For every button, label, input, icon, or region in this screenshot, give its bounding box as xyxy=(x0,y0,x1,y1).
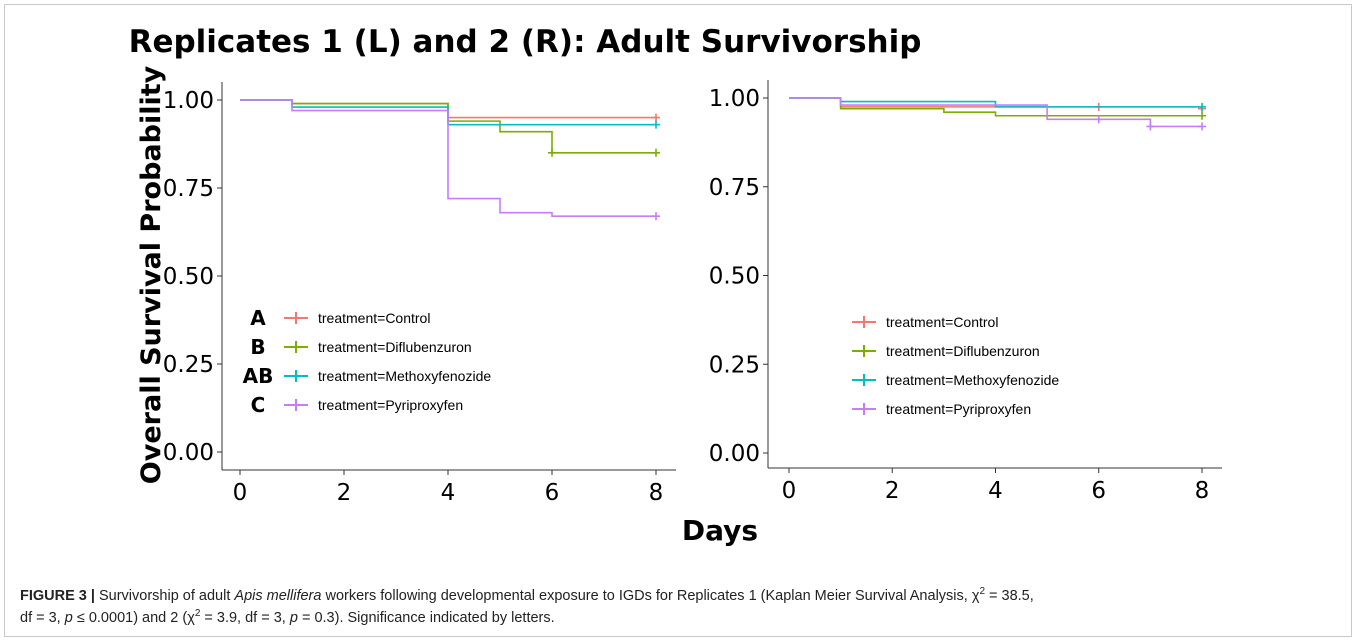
legend-label: treatment=Diflubenzuron xyxy=(886,343,1040,359)
x-tick-label: 8 xyxy=(1195,478,1210,504)
y-tick-label: 1.00 xyxy=(163,88,214,114)
x-tick-label: 2 xyxy=(337,480,352,506)
censor-mark xyxy=(652,113,660,122)
y-tick-label: 0.50 xyxy=(163,264,214,290)
censor-mark xyxy=(1146,122,1155,131)
legend-label: treatment=Pyriproxyfen xyxy=(318,397,463,413)
censor-mark xyxy=(652,212,660,221)
survival-curve xyxy=(240,99,656,217)
x-tick-label: 0 xyxy=(233,480,248,506)
right-panel-replicate-2: 0.00 0.25 0.50 0.75 1.00 0 2 4 6 8 treatment=Contr… xyxy=(709,80,1222,504)
significance-letter: C xyxy=(251,393,266,417)
legend-label: treatment=Pyriproxyfen xyxy=(886,401,1031,417)
y-tick-label: 0.00 xyxy=(163,440,214,466)
censor-mark xyxy=(652,120,660,129)
x-axis-label: Days xyxy=(682,514,758,547)
legend-label: treatment=Diflubenzuron xyxy=(318,339,472,355)
caption-text: = 0.3). Significance indicated by letter… xyxy=(297,610,555,626)
y-tick-label: 0.75 xyxy=(163,176,214,202)
x-tick-label: 4 xyxy=(441,480,456,506)
censor-mark xyxy=(1198,122,1206,131)
x-tick-label: 6 xyxy=(545,480,560,506)
left-panel-replicate-1: 0.00 0.25 0.50 0.75 1.00 0 2 4 6 8 A treatment=Cont… xyxy=(163,82,676,506)
significance-letter: B xyxy=(250,335,265,359)
x-tick-label: 2 xyxy=(885,478,900,504)
y-tick-label: 0.25 xyxy=(709,352,760,378)
caption-text: = 3.9, df = 3, xyxy=(200,610,290,626)
caption-text: ≤ 0.0001) and 2 (χ xyxy=(72,610,195,626)
caption-text: = 38.5, xyxy=(985,588,1034,604)
y-tick-label: 0.50 xyxy=(709,264,760,290)
caption-species: Apis mellifera xyxy=(234,588,322,604)
censor-mark xyxy=(1198,111,1206,120)
censor-mark xyxy=(1094,115,1103,124)
y-tick-label: 0.00 xyxy=(709,441,760,467)
censor-mark xyxy=(548,148,556,157)
x-tick-label: 8 xyxy=(649,480,664,506)
caption-label: FIGURE 3 | xyxy=(20,588,95,604)
y-tick-label: 0.75 xyxy=(709,175,760,201)
caption-superscript: 2 xyxy=(979,586,985,598)
censor-mark xyxy=(652,148,660,157)
x-tick-label: 6 xyxy=(1091,478,1106,504)
caption-text: workers following developmental exposure… xyxy=(321,588,980,604)
y-tick-label: 1.00 xyxy=(709,86,760,112)
figure-title: Replicates 1 (L) and 2 (R): Adult Surviv… xyxy=(129,24,922,60)
significance-letter: AB xyxy=(243,364,274,388)
figure-frame xyxy=(4,4,1352,637)
significance-letter: A xyxy=(250,306,266,330)
caption-text: Survivorship of adult xyxy=(94,588,235,604)
x-tick-label: 0 xyxy=(782,478,797,504)
y-axis-label: Overall Survival Probability xyxy=(136,65,167,484)
legend-label: treatment=Control xyxy=(318,310,430,326)
legend-label: treatment=Control xyxy=(886,314,998,330)
caption-text: df = 3, xyxy=(20,610,65,626)
figure-caption: FIGURE 3 | Survivorship of adult Apis me… xyxy=(20,585,1340,629)
x-tick-label: 4 xyxy=(988,478,1003,504)
caption-p: p xyxy=(64,610,73,626)
caption-p: p xyxy=(289,610,298,626)
caption-superscript: 2 xyxy=(194,608,201,620)
y-tick-label: 0.25 xyxy=(163,352,214,378)
legend-label: treatment=Methoxyfenozide xyxy=(886,372,1059,388)
censor-mark xyxy=(1198,102,1206,111)
legend-label: treatment=Methoxyfenozide xyxy=(318,368,491,384)
